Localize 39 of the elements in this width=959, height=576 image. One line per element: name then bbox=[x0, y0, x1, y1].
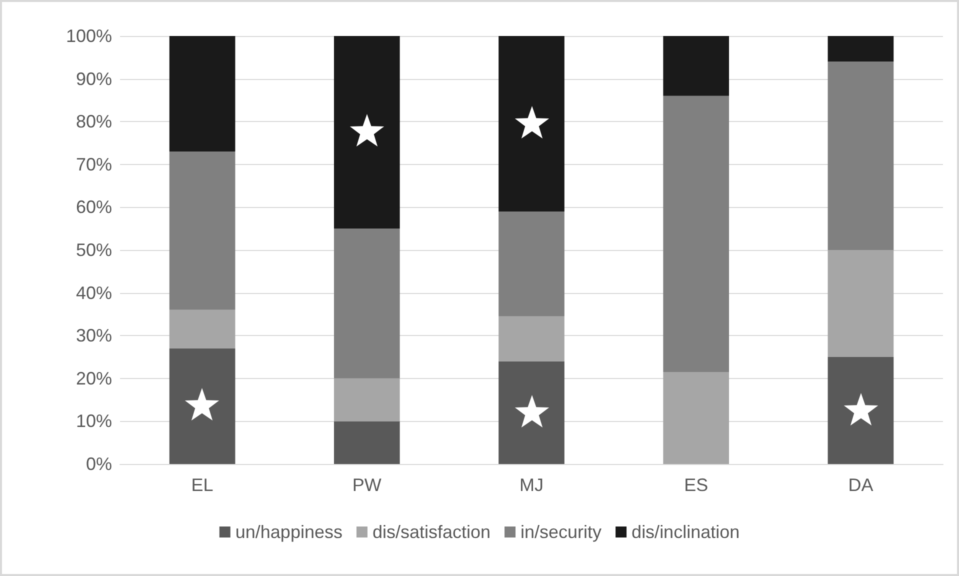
bar bbox=[498, 316, 564, 362]
bar bbox=[828, 250, 894, 357]
y-tick-label: 50% bbox=[76, 240, 112, 260]
x-tick-label: ES bbox=[684, 475, 708, 495]
bar bbox=[169, 310, 236, 348]
bar bbox=[334, 421, 400, 464]
bar bbox=[663, 96, 730, 372]
bar bbox=[663, 36, 730, 96]
legend-label: un/happiness bbox=[235, 522, 342, 542]
legend-label: in/security bbox=[520, 522, 602, 542]
bar bbox=[828, 36, 894, 62]
bar bbox=[828, 357, 894, 464]
x-tick-label: DA bbox=[848, 475, 874, 495]
x-tick-label: MJ bbox=[520, 475, 544, 495]
legend-label: dis/satisfaction bbox=[372, 522, 491, 542]
bar bbox=[498, 36, 564, 212]
bar bbox=[498, 211, 564, 316]
y-tick-label: 80% bbox=[76, 112, 112, 132]
y-tick-label: 10% bbox=[76, 411, 112, 432]
bar bbox=[828, 62, 894, 250]
y-tick-label: 20% bbox=[76, 368, 112, 388]
bar bbox=[334, 378, 400, 422]
x-tick-label: PW bbox=[352, 475, 382, 495]
bar bbox=[663, 372, 730, 464]
x-tick-label: EL bbox=[191, 475, 214, 495]
y-tick-label: 40% bbox=[76, 282, 112, 303]
y-tick-label: 60% bbox=[76, 197, 112, 218]
legend-label: dis/inclination bbox=[632, 522, 740, 542]
y-tick-label: 90% bbox=[76, 68, 112, 89]
bar bbox=[169, 348, 236, 464]
bar bbox=[334, 228, 400, 378]
bar bbox=[169, 152, 236, 310]
bar bbox=[169, 36, 236, 152]
y-tick-label: 30% bbox=[76, 326, 112, 346]
y-tick-label: 100% bbox=[66, 26, 112, 46]
bar bbox=[498, 361, 564, 464]
y-tick-label: 70% bbox=[76, 154, 112, 174]
y-tick-label: 0% bbox=[86, 454, 112, 474]
bar bbox=[334, 36, 400, 229]
